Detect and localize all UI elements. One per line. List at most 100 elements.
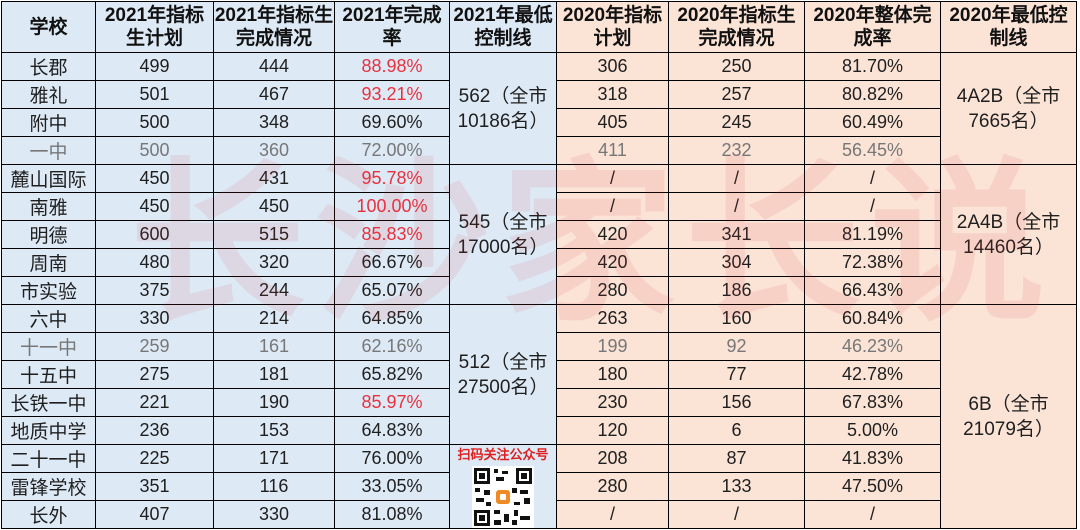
control-2021-line1: 545（全市: [458, 211, 548, 233]
cell-rate-2020: 60.49%: [804, 108, 941, 137]
cell-done-2021: 450: [213, 192, 335, 221]
cell-rate-2020: 41.83%: [804, 444, 941, 473]
cell-rate-2020: /: [804, 164, 941, 193]
cell-rate-2021: 72.00%: [334, 136, 450, 165]
cell-school: 一中: [1, 136, 96, 165]
table-row: 长铁一中 221 190 85.97% 230 156 67.83%: [1, 388, 1077, 417]
table-row: 明德 600 515 85.83% 420 341 81.19%: [1, 220, 1077, 249]
table-row: 六中 330 214 64.85% 512（全市 27500名） 263 160 …: [1, 304, 1077, 529]
cell-done-2021: 116: [213, 472, 335, 501]
table-row: 十五中 275 181 65.82% 180 77 42.78%: [1, 360, 1077, 389]
cell-plan-2021: 351: [95, 472, 214, 501]
cell-plan-2020: 208: [556, 444, 669, 473]
cell-done-2020: /: [668, 164, 805, 193]
cell-done-2021: 244: [213, 276, 335, 305]
table-row: 长郡 499 444 88.98% 562（全市 10186名） 306 250 …: [1, 52, 1077, 165]
cell-done-2021: 153: [213, 416, 335, 445]
cell-done-2020: 92: [668, 332, 805, 361]
cell-done-2021: 360: [213, 136, 335, 165]
cell-rate-2021: 62.16%: [334, 332, 450, 361]
cell-done-2020: 77: [668, 360, 805, 389]
table-row: 一中 500 360 72.00% 411 232 56.45%: [1, 136, 1077, 165]
cell-done-2020: 232: [668, 136, 805, 165]
header-rate-2020: 2020年整体完成率: [804, 1, 941, 53]
cell-school: 长铁一中: [1, 388, 96, 417]
cell-rate-2020: 67.83%: [804, 388, 941, 417]
cell-done-2021: 515: [213, 220, 335, 249]
cell-rate-2021: 69.60%: [334, 108, 450, 137]
cell-rate-2020: 66.43%: [804, 276, 941, 305]
cell-school: 地质中学: [1, 416, 96, 445]
cell-plan-2020: 420: [556, 220, 669, 249]
cell-plan-2020: /: [556, 500, 669, 529]
cell-done-2020: 245: [668, 108, 805, 137]
header-control-2021: 2021年最低控制线: [449, 1, 557, 53]
table-row: 麓山国际 450 431 95.78% 545（全市 17000名） / / / …: [1, 164, 1077, 305]
cell-plan-2020: 306: [556, 52, 669, 81]
cell-school: 长外: [1, 500, 96, 529]
cell-done-2020: 160: [668, 304, 805, 333]
cell-plan-2021: 500: [95, 108, 214, 137]
cell-done-2021: 348: [213, 108, 335, 137]
header-school: 学校: [1, 1, 96, 53]
cell-rate-2020: 81.70%: [804, 52, 941, 81]
cell-plan-2020: 280: [556, 472, 669, 501]
table-row: 南雅 450 450 100.00% / / /: [1, 192, 1077, 221]
cell-plan-2021: 275: [95, 360, 214, 389]
cell-control-2021: 545（全市 17000名）: [449, 164, 557, 305]
cell-done-2020: /: [668, 192, 805, 221]
control-2020-line1: 4A2B（全市: [956, 85, 1061, 107]
table-row: 地质中学 236 153 64.83% 120 6 5.00%: [1, 416, 1077, 445]
header-control-2020: 2020年最低控制线: [940, 1, 1077, 53]
cell-rate-2020: /: [804, 192, 941, 221]
cell-done-2021: 171: [213, 444, 335, 473]
cell-rate-2021: 66.67%: [334, 248, 450, 277]
cell-plan-2020: 280: [556, 276, 669, 305]
control-2021-line1: 512（全市: [458, 351, 548, 373]
cell-done-2021: 431: [213, 164, 335, 193]
header-plan-2020: 2020年指标计划: [556, 1, 669, 53]
cell-done-2020: 250: [668, 52, 805, 81]
header-plan-2021: 2021年指标生计划: [95, 1, 214, 53]
cell-done-2020: 304: [668, 248, 805, 277]
cell-plan-2021: 500: [95, 136, 214, 165]
table-row: 周南 480 320 66.67% 420 304 72.38%: [1, 248, 1077, 277]
cell-done-2020: 156: [668, 388, 805, 417]
cell-done-2020: 6: [668, 416, 805, 445]
cell-plan-2020: 180: [556, 360, 669, 389]
cell-plan-2021: 221: [95, 388, 214, 417]
cell-rate-2021: 81.08%: [334, 500, 450, 529]
table-row: 二十一中 225 171 76.00% 扫码关注公众号: [1, 444, 1077, 529]
cell-rate-2020: 5.00%: [804, 416, 941, 445]
cell-control-2020: 2A4B（全市 14460名）: [940, 164, 1077, 305]
cell-rate-2020: 80.82%: [804, 80, 941, 109]
table-row: 雅礼 501 467 93.21% 318 257 80.82%: [1, 80, 1077, 109]
cell-rate-2021: 100.00%: [334, 192, 450, 221]
header-done-2021: 2021年指标生完成情况: [213, 1, 335, 53]
cell-rate-2021: 93.21%: [334, 80, 450, 109]
cell-school: 周南: [1, 248, 96, 277]
cell-rate-2021: 64.83%: [334, 416, 450, 445]
cell-rate-2020: 72.38%: [804, 248, 941, 277]
cell-done-2021: 444: [213, 52, 335, 81]
cell-plan-2020: 318: [556, 80, 669, 109]
cell-done-2020: 186: [668, 276, 805, 305]
qr-label: 扫码关注公众号: [457, 447, 549, 462]
cell-school: 十一中: [1, 332, 96, 361]
cell-school: 六中: [1, 304, 96, 333]
cell-rate-2020: 60.84%: [804, 304, 941, 333]
cell-school: 长郡: [1, 52, 96, 81]
cell-rate-2020: 47.50%: [804, 472, 941, 501]
cell-plan-2020: 120: [556, 416, 669, 445]
cell-rate-2020: 81.19%: [804, 220, 941, 249]
cell-rate-2021: 88.98%: [334, 52, 450, 81]
cell-plan-2020: 199: [556, 332, 669, 361]
cell-done-2021: 320: [213, 248, 335, 277]
cell-control-2020: 4A2B（全市 7665名）: [940, 52, 1077, 165]
cell-plan-2021: 375: [95, 276, 214, 305]
cell-rate-2021: 85.83%: [334, 220, 450, 249]
cell-school: 二十一中: [1, 444, 96, 473]
cell-done-2020: 87: [668, 444, 805, 473]
cell-control-2021: 512（全市 27500名）: [449, 304, 557, 445]
